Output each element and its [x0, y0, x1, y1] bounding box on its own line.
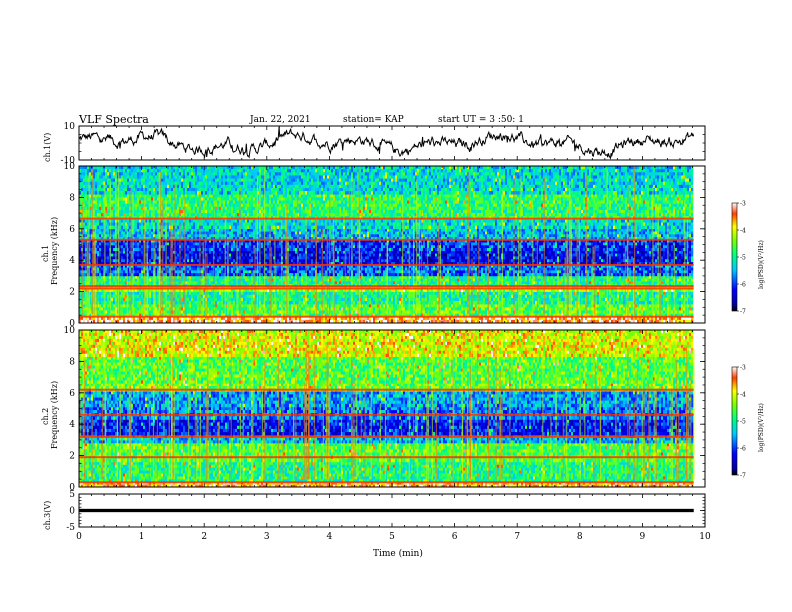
ch3-waveform-band — [79, 509, 694, 512]
x-tick-label: 6 — [452, 532, 458, 542]
x-tick-label: 1 — [139, 532, 145, 542]
ch1-spectrogram-panel — [79, 166, 705, 323]
ch2-spectrogram-colorbar-tick: -7 — [740, 473, 746, 480]
ch1-spectrogram-ytick-label: 6 — [69, 225, 75, 235]
x-tick-label: 4 — [327, 532, 333, 542]
ch1-waveform-line — [79, 127, 694, 158]
ch1-spectrogram-ytick-label: 4 — [69, 256, 75, 266]
plot-svg: -3-4-5-6-7-3-4-5-6-7 10-1002468100246810… — [0, 0, 792, 612]
x-tick-label: 5 — [389, 532, 395, 542]
ch2-spectrogram-ytick-label: 4 — [69, 420, 75, 430]
x-tick-label: 3 — [264, 532, 270, 542]
ch1-spectrogram-ytick-label: 8 — [69, 193, 75, 203]
ch2-spectrogram-colorbar-tick: -3 — [740, 365, 746, 372]
ch2-spectrogram-ytick-label: 10 — [64, 326, 76, 336]
ch2-spectrogram-colorbar-tick: -5 — [740, 419, 746, 426]
ch3-waveform-ytick-label: -5 — [66, 523, 75, 533]
ch3-waveform-ytick-label: 5 — [69, 490, 75, 500]
vlf-spectra-figure: VLF Spectra Jan. 22, 2021 station= KAP s… — [0, 0, 792, 612]
ch1-waveform-ytick-label: 10 — [64, 122, 76, 132]
colorbars: -3 -4 -5 -6 -7 -3 -4 -5 -6 -7 — [732, 201, 746, 480]
x-tick-label: 8 — [577, 532, 583, 542]
ch2-spectrogram-colorbar-tick: -6 — [740, 446, 746, 453]
x-tick-label: 2 — [201, 532, 207, 542]
x-tick-label: 9 — [640, 532, 646, 542]
ch1-spectrogram-colorbar-tick: -3 — [740, 201, 746, 208]
ch1-waveform-panel — [79, 127, 694, 158]
ch1-spectrogram-colorbar-tick: -6 — [740, 282, 746, 289]
ch1-spectrogram-colorbar-tick: -4 — [740, 228, 746, 235]
ch2-spectrogram-ytick-label: 2 — [69, 452, 75, 462]
x-tick-label: 10 — [699, 532, 711, 542]
x-tick-label: 0 — [76, 532, 82, 542]
ch3-waveform-panel — [79, 509, 694, 512]
ch2-spectrogram-ytick-label: 6 — [69, 389, 75, 399]
ch1-spectrogram-colorbar — [732, 203, 737, 311]
ch1-spectrogram-colorbar-tick: -5 — [740, 255, 746, 262]
ch1-spectrogram-ytick-label: 2 — [69, 288, 75, 298]
ch1-spectrogram-ytick-label: 10 — [64, 162, 76, 172]
ch2-spectrogram-panel — [79, 330, 705, 487]
ch3-waveform-ytick-label: 0 — [69, 507, 75, 517]
ch2-spectrogram-colorbar — [732, 367, 737, 475]
ch2-spectrogram-colorbar-tick: -4 — [740, 392, 746, 399]
x-tick-label: 7 — [514, 532, 520, 542]
ch2-spectrogram-ytick-label: 8 — [69, 357, 75, 367]
ch1-spectrogram-colorbar-tick: -7 — [740, 309, 746, 316]
